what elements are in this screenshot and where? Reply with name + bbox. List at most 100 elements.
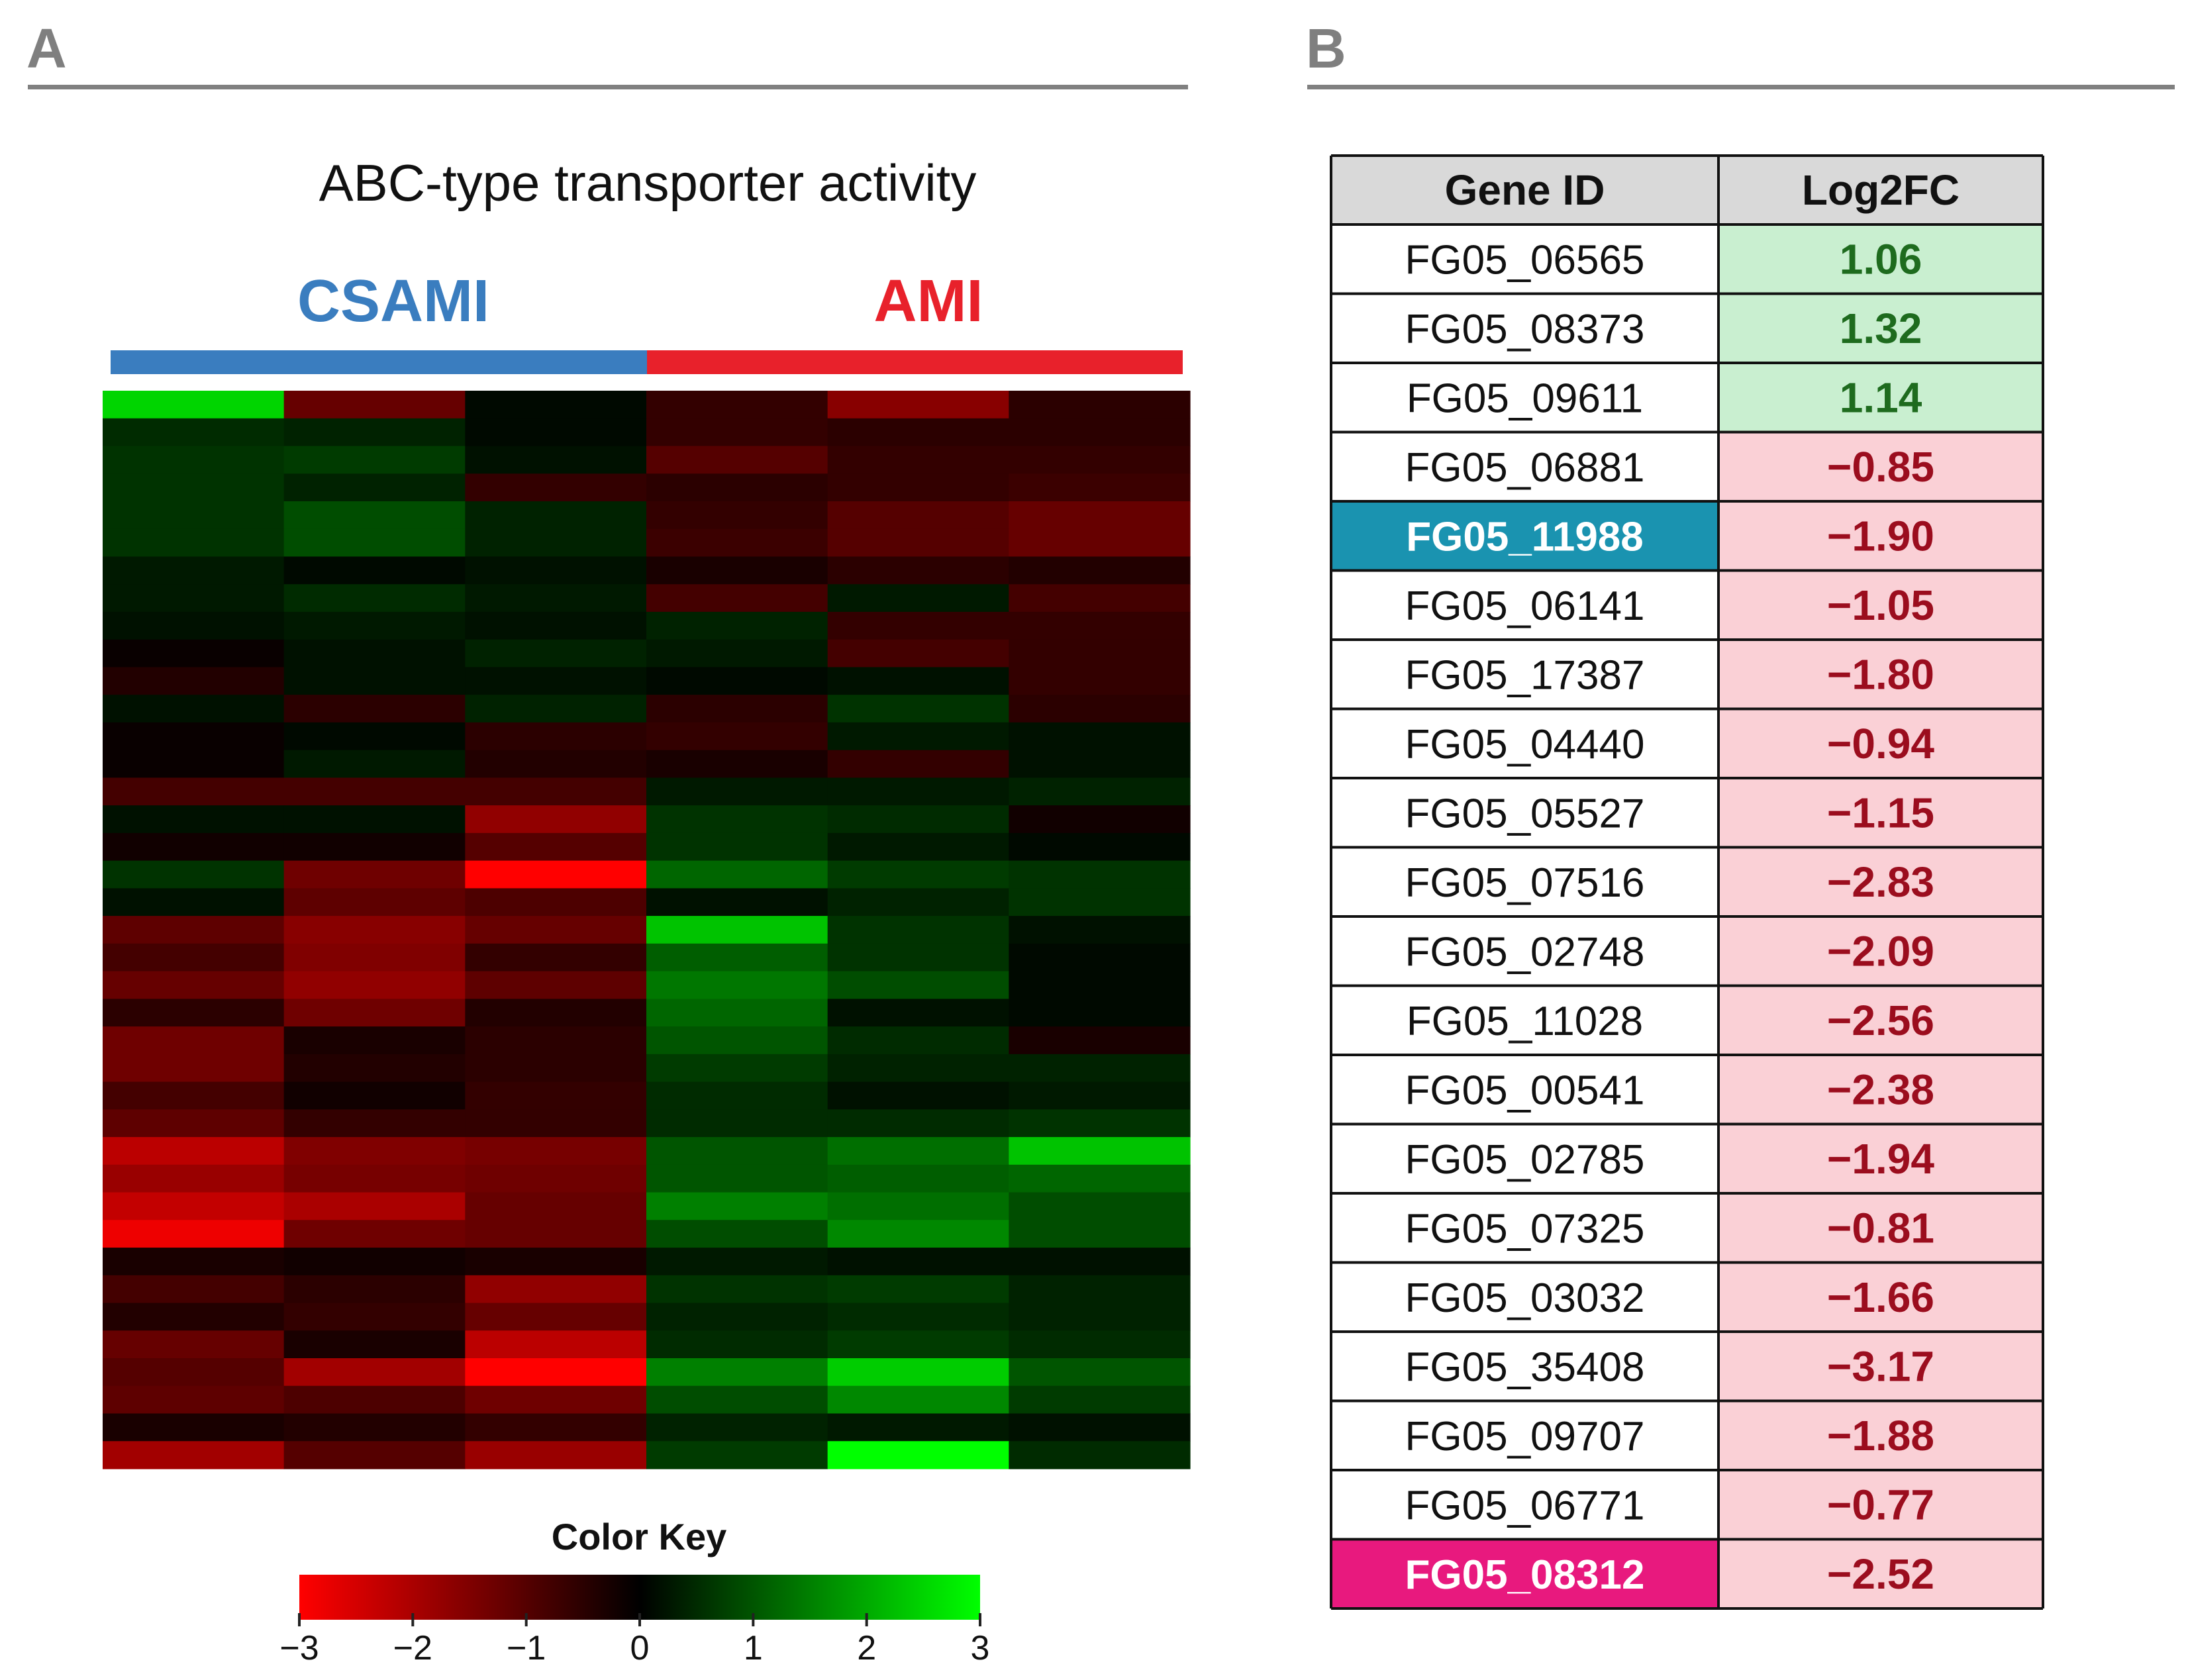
heatmap-cell (103, 1164, 285, 1193)
heatmap-cell (1009, 501, 1191, 530)
heatmap-cell (465, 1220, 647, 1248)
gene-id-text: FG05_00541 (1405, 1067, 1645, 1113)
gene-cell (1331, 1332, 1718, 1401)
heatmap-cell (465, 971, 647, 999)
heatmap-cell (465, 1164, 647, 1193)
log2fc-cell (1718, 1470, 2043, 1540)
log2fc-cell (1718, 293, 2043, 363)
heatmap-cell (283, 695, 466, 723)
gene-id-text: FG05_06881 (1405, 445, 1645, 491)
heatmap-cell (103, 556, 285, 585)
heatmap-cell (103, 667, 285, 695)
heatmap-cell (103, 1413, 285, 1442)
gene-id-text: FG05_11028 (1407, 999, 1643, 1044)
heatmap-cell (465, 1330, 647, 1359)
heatmap-cell (103, 501, 285, 530)
heatmap-cell (827, 916, 1009, 944)
heatmap-cell (827, 1413, 1009, 1442)
log2fc-cell (1718, 1401, 2043, 1470)
heatmap-cell (827, 1275, 1009, 1304)
heatmap-cell (465, 1054, 647, 1083)
heatmap-cell (465, 667, 647, 695)
table-row: FG05_09611 1.14 (1331, 363, 2043, 432)
heatmap-cell (646, 391, 828, 419)
heatmap-cell (646, 1330, 828, 1359)
log2fc-value: −2.83 (1827, 858, 1934, 906)
heatmap-cell (465, 1026, 647, 1055)
heatmap-cell (103, 971, 285, 999)
gene-id-text: FG05_09611 (1407, 375, 1643, 421)
heatmap-cell (465, 1303, 647, 1331)
heatmap-cell (283, 391, 466, 419)
heatmap-cell (465, 777, 647, 806)
log2fc-value: −1.15 (1827, 789, 1934, 836)
heatmap-cell (103, 999, 285, 1027)
table-row: FG05_11028 −2.56 (1331, 985, 2043, 1055)
color-key-tick-label: −2 (393, 1629, 432, 1667)
table-header-log2fc: Log2FC (1802, 166, 1960, 214)
heatmap-cell (1009, 1248, 1191, 1276)
log2fc-cell (1718, 1332, 2043, 1401)
gene-table: Gene ID Log2FC FG05_06565 1.06 FG05_08373 1.3… (1330, 154, 2044, 1610)
heatmap-cell (827, 1192, 1009, 1220)
heatmap-cell (827, 1358, 1009, 1387)
heatmap-cell (646, 999, 828, 1027)
heatmap-cell (465, 888, 647, 916)
panel-b-label: B (1306, 17, 1346, 79)
heatmap-cell (1009, 1220, 1191, 1248)
heatmap-cell (465, 722, 647, 751)
heatmap-cell (465, 1081, 647, 1110)
heatmap-cell (103, 943, 285, 972)
heatmap-cell (103, 1441, 285, 1469)
log2fc-value: −1.88 (1827, 1412, 1934, 1459)
log2fc-value: −1.66 (1827, 1273, 1934, 1321)
heatmap-cell (103, 1109, 285, 1138)
heatmap-cell (1009, 1358, 1191, 1387)
heatmap-cell (283, 611, 466, 640)
color-key-tick-label: −3 (279, 1629, 319, 1667)
heatmap-cell (1009, 999, 1191, 1027)
color-key-gradient (299, 1575, 980, 1620)
log2fc-cell (1718, 1262, 2043, 1332)
log2fc-cell (1718, 709, 2043, 778)
heatmap-cell (646, 860, 828, 889)
heatmap-cell (646, 722, 828, 751)
heatmap-cell (103, 1220, 285, 1248)
heatmap-cell (103, 916, 285, 944)
gene-id-text: FG05_06771 (1405, 1483, 1645, 1528)
heatmap-cell (283, 528, 466, 558)
heatmap-cell (827, 501, 1009, 530)
group-label-csami: CSAMI (297, 268, 489, 334)
heatmap-cell (465, 943, 647, 972)
heatmap-cell (283, 1358, 466, 1387)
group-bar-ami (647, 350, 1183, 374)
heatmap-cell (646, 695, 828, 723)
heatmap-cell (827, 611, 1009, 640)
gene-id-text: FG05_11988 (1406, 514, 1644, 560)
heatmap-cell (1009, 667, 1191, 695)
heatmap-cell (827, 888, 1009, 916)
gene-id-text: FG05_02748 (1405, 929, 1645, 975)
heatmap-cell (283, 916, 466, 944)
table-row: FG05_05527 −1.15 (1331, 778, 2043, 848)
heatmap-cell (1009, 943, 1191, 972)
heatmap-cell (283, 1192, 466, 1220)
heatmap-cell (827, 473, 1009, 502)
heatmap-cell (103, 805, 285, 834)
heatmap-cell (827, 999, 1009, 1027)
log2fc-value: 1.06 (1840, 235, 1922, 283)
heatmap-cell (103, 1358, 285, 1387)
gene-cell (1331, 1401, 1718, 1470)
heatmap-cell (103, 832, 285, 862)
log2fc-value: −0.85 (1827, 443, 1934, 491)
heatmap-cell (646, 1441, 828, 1469)
heatmap-cell (646, 1358, 828, 1387)
heatmap-cell (646, 1220, 828, 1248)
heatmap-cell (103, 584, 285, 613)
heatmap-cell (283, 1275, 466, 1304)
table-row: FG05_08312 −2.52 (1331, 1539, 2043, 1608)
table-row: FG05_06771 −0.77 (1331, 1470, 2043, 1540)
heatmap-cell (646, 1109, 828, 1138)
panel-b-rule (1307, 85, 2175, 89)
